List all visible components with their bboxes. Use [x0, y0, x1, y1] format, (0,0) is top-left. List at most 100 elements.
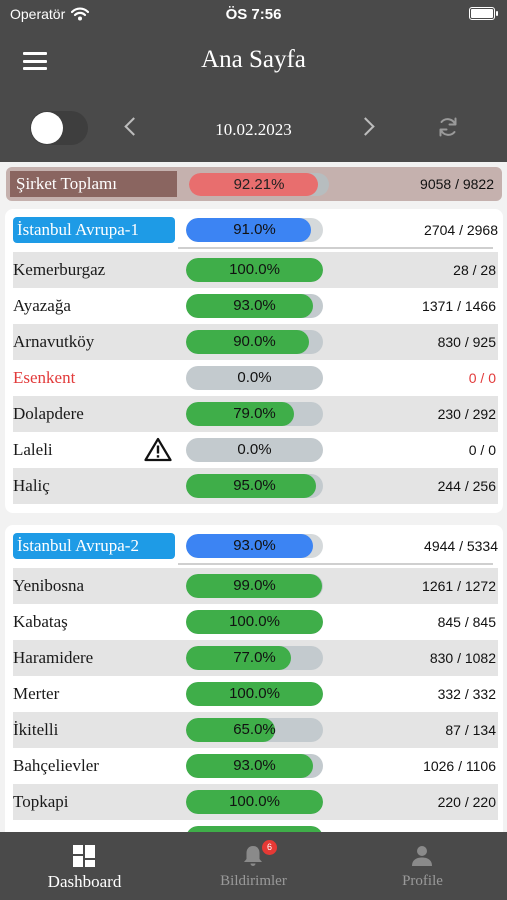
row-name: Haliç: [13, 476, 50, 495]
group-header[interactable]: İstanbul Avrupa-1 91.0% 2704 / 2968: [13, 217, 498, 243]
row-name: Haramidere: [13, 648, 94, 667]
row-percent: 65.0%: [233, 721, 276, 738]
table-row[interactable]: Laleli 0.0% 0 / 0: [13, 432, 498, 468]
refresh-icon[interactable]: [436, 115, 460, 139]
group-count: 4944 / 5334: [424, 538, 498, 554]
row-count: 1026 / 1106: [423, 758, 496, 774]
company-total-percent: 92.21%: [233, 176, 285, 193]
status-bar: Operatör ÖS 7:56: [0, 0, 507, 28]
row-progress-bar: 77.0%: [186, 646, 323, 670]
row-name: Kemerburgaz: [13, 260, 106, 279]
group-card-avrupa-1: İstanbul Avrupa-1 91.0% 2704 / 2968 Keme…: [5, 209, 503, 513]
battery-icon: [469, 7, 498, 20]
toggle-knob: [31, 112, 63, 144]
group-divider: [178, 247, 493, 249]
tab-notifications[interactable]: 6 Bildirimler: [169, 832, 338, 900]
row-name: Bahçelievler: [13, 756, 99, 775]
row-name: Ayazağa: [13, 296, 71, 315]
selected-date[interactable]: 10.02.2023: [215, 120, 292, 139]
table-row[interactable]: [13, 820, 498, 832]
row-count: 830 / 1082: [429, 650, 496, 666]
row-name: Yenibosna: [13, 576, 85, 595]
warning-triangle-icon[interactable]: [144, 437, 172, 462]
group-count: 2704 / 2968: [424, 222, 498, 238]
row-percent: 93.0%: [233, 757, 276, 774]
table-row[interactable]: Esenkent 0.0% 0 / 0: [13, 360, 498, 396]
row-progress-fill: [186, 682, 323, 706]
row-count: 87 / 134: [445, 722, 496, 738]
group-progress-bar: 93.0%: [186, 534, 323, 558]
row-percent: 77.0%: [233, 649, 276, 666]
table-row[interactable]: Merter 100.0% 332 / 332: [13, 676, 498, 712]
group-header[interactable]: İstanbul Avrupa-2 93.0% 4944 / 5334: [13, 533, 498, 559]
table-row[interactable]: Haramidere 77.0% 830 / 1082: [13, 640, 498, 676]
row-progress-fill: [186, 294, 314, 318]
row-progress-fill: [186, 574, 322, 598]
view-toggle[interactable]: [30, 111, 88, 145]
dashboard-icon: [73, 845, 95, 867]
row-count: 230 / 292: [437, 406, 496, 422]
company-total-row[interactable]: Şirket Toplamı 92.21% 9058 / 9822: [6, 167, 502, 201]
row-name: İkitelli: [13, 720, 59, 739]
table-row[interactable]: Ayazağa 93.0% 1371 / 1466: [13, 288, 498, 324]
table-row[interactable]: İkitelli 65.0% 87 / 134: [13, 712, 498, 748]
company-total-label: Şirket Toplamı: [10, 171, 177, 197]
row-percent: 100.0%: [229, 261, 280, 278]
row-progress-fill: [186, 610, 323, 634]
table-row[interactable]: Arnavutköy 90.0% 830 / 925: [13, 324, 498, 360]
row-progress-fill: [186, 474, 317, 498]
table-row[interactable]: Haliç 95.0% 244 / 256: [13, 468, 498, 504]
row-progress-fill: [186, 330, 310, 354]
row-count: 1371 / 1466: [422, 298, 496, 314]
row-progress-bar: 0.0%: [186, 366, 323, 390]
row-count: 830 / 925: [437, 334, 496, 350]
row-progress-bar: 0.0%: [186, 438, 323, 462]
row-count: 0 / 0: [468, 442, 496, 458]
row-count: 220 / 220: [437, 794, 496, 810]
carrier-name: Operatör: [10, 6, 66, 22]
row-name: Merter: [13, 684, 60, 703]
notification-badge: 6: [262, 840, 277, 855]
page-title: Ana Sayfa: [201, 46, 306, 73]
row-progress-bar: 100.0%: [186, 258, 323, 282]
row-name: Laleli: [13, 440, 53, 459]
row-progress-fill: [186, 718, 276, 742]
table-row[interactable]: Bahçelievler 93.0% 1026 / 1106: [13, 748, 498, 784]
group-divider: [178, 563, 493, 565]
wifi-icon: [71, 7, 90, 21]
status-time: ÖS 7:56: [225, 6, 282, 23]
row-percent: 99.0%: [233, 577, 276, 594]
row-progress-bar: 93.0%: [186, 294, 323, 318]
group-progress-fill: [186, 534, 314, 558]
group-progress-fill: [186, 218, 311, 242]
group-percent: 93.0%: [233, 537, 276, 554]
row-progress-bar: 65.0%: [186, 718, 323, 742]
table-row[interactable]: Kabataş 100.0% 845 / 845: [13, 604, 498, 640]
carrier-info: Operatör: [10, 6, 90, 22]
table-row[interactable]: Kemerburgaz 100.0% 28 / 28: [13, 252, 498, 288]
row-name: Arnavutköy: [13, 332, 95, 351]
row-progress-fill: [186, 790, 323, 814]
row-name: Dolapdere: [13, 404, 84, 423]
date-bar: 10.02.2023: [0, 95, 507, 162]
row-count: 28 / 28: [453, 262, 496, 278]
company-total-progress-bar: 92.21%: [189, 173, 329, 196]
tab-dashboard[interactable]: Dashboard: [0, 832, 169, 900]
row-percent: 100.0%: [229, 685, 280, 702]
tab-bar: Dashboard 6 Bildirimler Profile: [0, 832, 507, 900]
dashboard-content[interactable]: Şirket Toplamı 92.21% 9058 / 9822 İstanb…: [0, 162, 507, 832]
row-percent: 100.0%: [229, 613, 280, 630]
table-row[interactable]: Yenibosna 99.0% 1261 / 1272: [13, 568, 498, 604]
tab-profile[interactable]: Profile: [338, 832, 507, 900]
table-row[interactable]: Dolapdere 79.0% 230 / 292: [13, 396, 498, 432]
group-label: İstanbul Avrupa-1: [13, 217, 175, 243]
row-progress-bar: 90.0%: [186, 330, 323, 354]
table-row[interactable]: Topkapi 100.0% 220 / 220: [13, 784, 498, 820]
group-percent: 91.0%: [233, 221, 276, 238]
row-progress-bar: 99.0%: [186, 574, 323, 598]
hamburger-menu-icon[interactable]: [23, 52, 47, 70]
company-total-progress-fill: [189, 173, 319, 196]
nav-bar: Ana Sayfa: [0, 28, 507, 95]
row-count: 244 / 256: [437, 478, 496, 494]
row-progress-bar: 93.0%: [186, 754, 323, 778]
